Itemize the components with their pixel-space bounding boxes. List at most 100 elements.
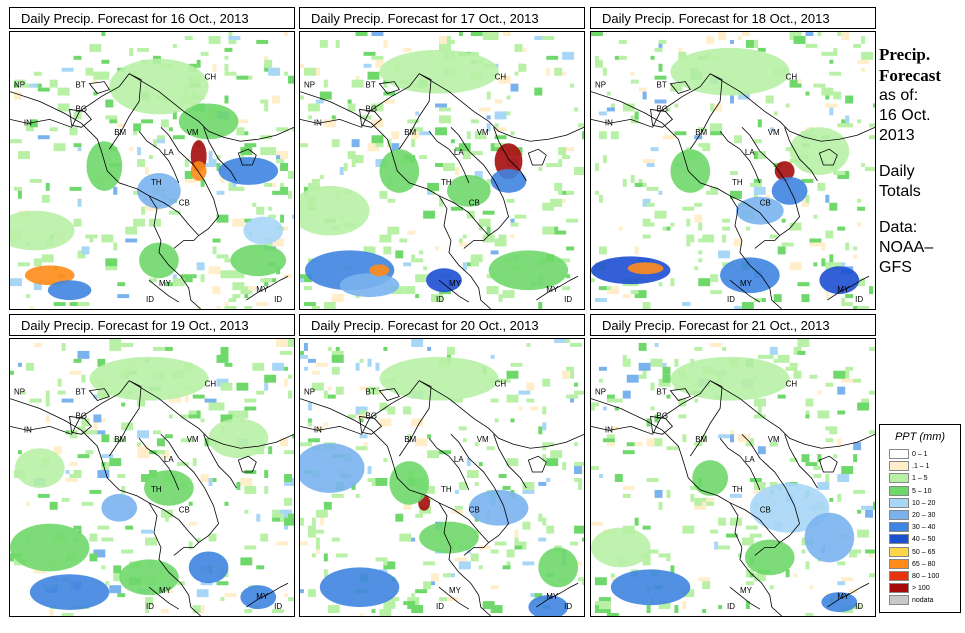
precip-cell (276, 541, 289, 546)
precip-cell (383, 39, 388, 48)
precip-cell (857, 529, 870, 538)
precip-cell (554, 339, 559, 343)
precip-cell (753, 39, 758, 48)
precip-cell (319, 517, 324, 526)
precip-cell (164, 434, 173, 439)
precip-cell (149, 470, 157, 478)
precip-cell (117, 474, 126, 478)
precip-cell (486, 446, 495, 451)
country-border (527, 455, 547, 473)
precip-cell (718, 250, 731, 259)
precip-cell (542, 517, 547, 526)
country-border (71, 380, 142, 457)
country-border (591, 425, 653, 435)
precip-cell (670, 83, 683, 92)
precip-cell (514, 43, 523, 52)
precip-cell (395, 250, 404, 259)
precip-cell (236, 481, 241, 490)
precip-cell (542, 446, 547, 451)
precip-cell (678, 414, 687, 419)
precip-cell (793, 346, 802, 355)
precip-cell (674, 103, 679, 108)
precip-cell (789, 262, 802, 271)
precip-cell (439, 450, 451, 455)
precip-cell (578, 123, 584, 128)
precip-cell (407, 230, 416, 235)
precip-cell (113, 242, 118, 251)
precip-cell (805, 410, 810, 415)
country-border (246, 275, 289, 301)
precip-cell (737, 91, 750, 100)
precip-cell (534, 593, 543, 598)
country-label: BM (695, 435, 707, 444)
precip-cell (180, 274, 193, 283)
precip-cell (650, 55, 655, 60)
precip-cell (769, 585, 774, 590)
precip-cell (813, 262, 818, 267)
precip-cell (272, 190, 281, 195)
precip-cell (29, 398, 42, 403)
precip-cell (490, 250, 499, 255)
precip-cell (526, 342, 531, 347)
sidebar-data-1: Data: (879, 219, 918, 236)
precip-cell (486, 178, 491, 187)
precip-cell (101, 466, 110, 471)
country-label: ID (727, 602, 735, 611)
precip-cell (61, 398, 74, 403)
precip-cell (307, 182, 320, 191)
precip-cell (327, 346, 332, 351)
precip-cell (383, 557, 388, 566)
precip-cell (658, 553, 671, 558)
precip-cell (546, 163, 559, 168)
precip-cell (813, 83, 826, 88)
country-label: CB (179, 199, 190, 208)
precip-area (379, 149, 420, 193)
precip-cell (236, 127, 245, 136)
precip-cell (367, 71, 380, 80)
precip-cell (300, 350, 304, 355)
precip-map-svg: NP BT BG IN BM CH VM LA TH CB MY ID MY ID (10, 32, 294, 309)
precip-cell (280, 513, 285, 522)
precip-cell (160, 509, 173, 518)
precip-cell (857, 509, 862, 514)
country-label: MY (449, 586, 462, 595)
precip-cell (101, 434, 110, 443)
precip-cell (57, 87, 70, 96)
precip-cell (733, 135, 742, 144)
precip-cell (638, 342, 647, 351)
precip-area (29, 574, 110, 611)
precip-cell (741, 32, 750, 36)
precip-cell (121, 342, 134, 347)
precip-cell (149, 450, 161, 455)
precip-cell (244, 294, 249, 299)
precip-cell (825, 230, 834, 239)
precip-cell (192, 274, 197, 279)
country-border (138, 438, 180, 491)
precip-cell (228, 182, 233, 191)
precip-cell (224, 306, 237, 309)
precip-cell (57, 103, 70, 112)
precip-cell (757, 406, 762, 415)
country-label: MY (256, 285, 269, 294)
precip-cell (228, 39, 237, 44)
precip-cell (598, 131, 607, 140)
precip-cell (89, 234, 94, 243)
precip-cell (737, 434, 750, 443)
precip-cell (714, 541, 719, 550)
precip-cell (622, 390, 631, 399)
country-border (148, 586, 180, 610)
precip-cell (514, 541, 527, 550)
precip-cell (558, 258, 571, 263)
precip-cell (315, 537, 320, 546)
precip-cell (256, 513, 261, 522)
precip-cell (435, 163, 443, 168)
precip-cell (49, 609, 54, 616)
country-label: ID (564, 295, 572, 304)
precip-cell (351, 139, 360, 148)
precip-cell (730, 170, 738, 175)
precip-map: NP BT BG IN BM CH VM LA TH CB MY ID MY ID (590, 338, 876, 617)
precip-cell (562, 155, 571, 160)
precip-cell (180, 438, 193, 443)
country-border (493, 434, 527, 489)
precip-cell (41, 254, 54, 263)
